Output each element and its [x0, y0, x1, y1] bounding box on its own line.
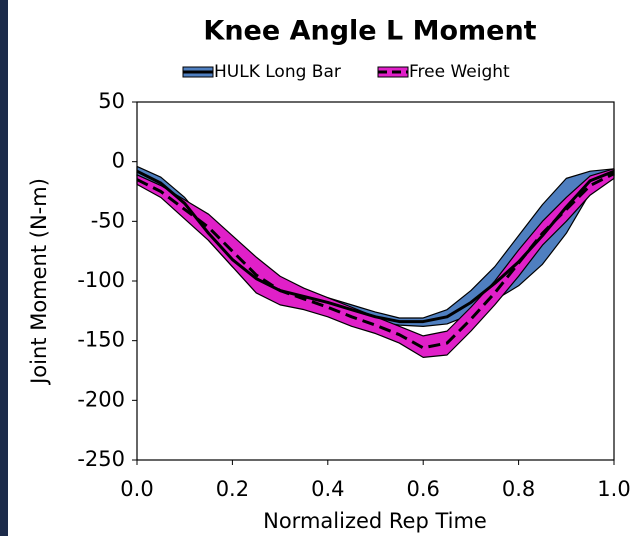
y-tick-label: 50 — [98, 89, 125, 113]
x-tick-label: 0.4 — [311, 477, 344, 501]
x-tick-label: 0.0 — [120, 477, 153, 501]
plot-frame — [136, 101, 615, 461]
chart-title: Knee Angle L Moment — [203, 16, 536, 47]
y-tick-label: -150 — [77, 328, 125, 352]
y-tick-label: -50 — [91, 208, 125, 232]
y-tick-label: -200 — [77, 387, 125, 411]
x-tick-label: 0.8 — [502, 477, 535, 501]
legend-label: Free Weight — [409, 62, 510, 82]
x-axis-title: Normalized Rep Time — [263, 509, 487, 533]
legend-label: HULK Long Bar — [214, 62, 341, 82]
band — [136, 165, 615, 327]
y-tick-label: 0 — [112, 149, 125, 173]
side-strip — [0, 0, 8, 536]
x-tick-label: 0.6 — [406, 477, 439, 501]
y-tick-label: -100 — [77, 268, 125, 292]
y-axis-title: Joint Moment (N-m) — [27, 178, 51, 386]
x-tick-label: 0.2 — [216, 477, 249, 501]
mean-line — [136, 172, 615, 350]
y-tick-label: -250 — [77, 447, 125, 471]
x-tick-label: 1.0 — [597, 477, 630, 501]
